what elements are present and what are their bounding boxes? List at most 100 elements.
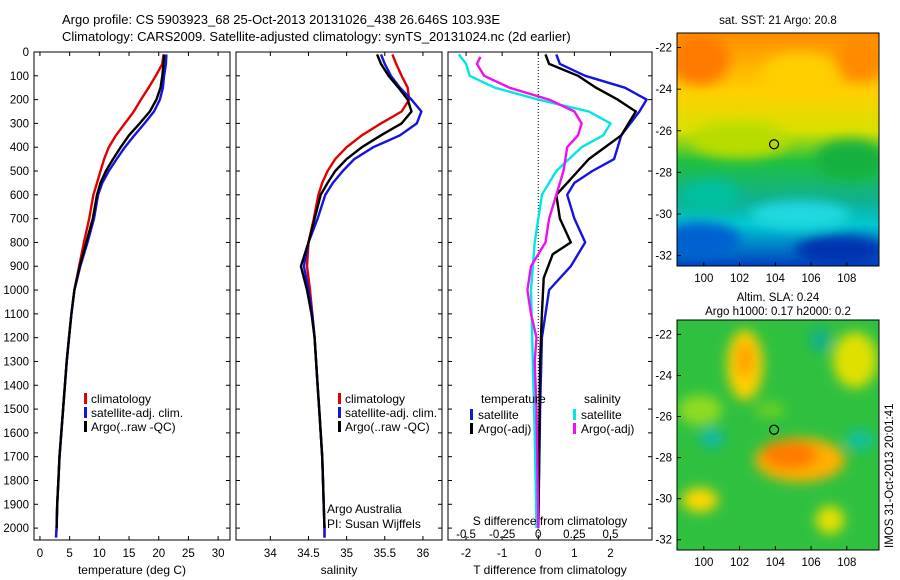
top-tick-label: 0.5	[602, 529, 618, 541]
x-tick-label: 108	[837, 273, 856, 285]
sla-map-image	[677, 320, 879, 550]
legend-swatch	[470, 423, 473, 434]
y-tick-label: 1600	[3, 428, 29, 440]
y-tick-label: -24	[655, 84, 672, 96]
y-tick-label: 800	[10, 237, 29, 249]
y-tick-label: -26	[655, 412, 672, 424]
legend-swatch	[573, 409, 576, 420]
x-tick-label: 34.5	[297, 548, 319, 560]
x-tick-label: -2	[461, 548, 471, 560]
x-tick-label: 35.5	[374, 548, 396, 560]
legend-label: satellite-adj. clim.	[345, 406, 437, 420]
series-line-satellite_s	[457, 53, 612, 529]
x-tick-label: 36	[417, 548, 430, 560]
x-tick-label: 106	[801, 273, 820, 285]
sla-map-title-line2: Argo h1000: 0.17 h2000: 0.2	[705, 306, 851, 318]
x-axis-label: salinity	[321, 563, 358, 577]
y-tick-label: 1000	[3, 285, 29, 297]
legend-label: satellite-adj. clim.	[91, 406, 183, 420]
difference-profile-frame	[447, 51, 653, 541]
x-tick-label: 35	[340, 548, 353, 560]
series-line-argo	[55, 54, 166, 529]
y-tick-label: 1100	[4, 309, 29, 321]
legend-header: temperature	[481, 392, 546, 406]
series-line-argo_s	[475, 56, 583, 529]
top-tick-label: 0	[535, 529, 541, 541]
sst-map-image	[677, 33, 879, 266]
legend-label: satellite	[581, 408, 622, 422]
x-tick-label: 15	[123, 548, 136, 560]
legend-swatch	[470, 409, 473, 420]
legend-swatch	[573, 423, 576, 434]
legend-swatch	[84, 421, 87, 432]
annotation-text: PI: Susan Wijffels	[327, 517, 421, 531]
figure-title-line2: Climatology: CARS2009. Satellite-adjuste…	[62, 29, 571, 44]
y-tick-label: -22	[655, 43, 672, 55]
x-tick-label: 104	[766, 557, 786, 569]
y-tick-label: 500	[10, 166, 29, 178]
legend-swatch	[84, 407, 87, 418]
y-tick-label: -26	[655, 126, 672, 138]
x-tick-label: 25	[182, 548, 195, 560]
legend-label: Argo(-adj)	[478, 422, 531, 436]
series-line-argo	[299, 53, 413, 529]
x-tick-label: 0	[535, 548, 541, 560]
temperature-profile-frame	[33, 51, 231, 541]
sla-map-title-line1: Altim. SLA: 0.24	[737, 292, 820, 304]
y-tick-label: -32	[655, 251, 672, 263]
y-tick-label: 0	[23, 47, 29, 59]
legend-label: climatology	[91, 392, 151, 406]
x-axis-label: T difference from climatology	[473, 563, 627, 577]
top-axis-label: S difference from climatology	[473, 514, 628, 528]
legend-label: Argo(-adj)	[581, 422, 634, 436]
legend-header: salinity	[584, 392, 621, 406]
legend-label: climatology	[345, 392, 405, 406]
legend-swatch	[84, 393, 87, 404]
y-tick-label: -32	[655, 535, 672, 547]
x-tick-label: 100	[694, 557, 713, 569]
y-tick-label: 200	[10, 95, 29, 107]
annotation-text: Argo Australia	[327, 502, 402, 516]
y-tick-label: 600	[10, 190, 29, 202]
y-tick-label: -28	[655, 453, 672, 465]
x-tick-label: 108	[837, 557, 856, 569]
x-tick-label: 1	[571, 548, 577, 560]
sla-map-panel: Altim. SLA: 0.24 Argo h1000: 0.17 h2000:…	[655, 292, 880, 569]
legend-swatch	[338, 393, 341, 404]
x-axis-label: temperature (deg C)	[78, 563, 186, 577]
series-line-satellite	[537, 53, 648, 529]
salinity-profile-frame	[235, 51, 443, 541]
figure-title-line1: Argo profile: CS 5903923_68 25-Oct-2013 …	[62, 12, 500, 27]
y-tick-label: 400	[10, 142, 29, 154]
y-tick-label: 1700	[3, 452, 29, 464]
legend-swatch	[338, 407, 341, 418]
x-tick-label: 10	[93, 548, 106, 560]
legend-swatch	[338, 421, 341, 432]
legend-label: Argo(..raw -QC)	[91, 420, 176, 434]
x-tick-label: 102	[730, 273, 749, 285]
salinity-panel: 34 34.5 35 35.5 36 salinity climatologysatelli…	[235, 51, 443, 577]
sst-map-panel: sat. SST: 21 Argo: 20.8 100 102 104 106 108 -…	[655, 15, 880, 285]
x-tick-label: 100	[694, 273, 713, 285]
y-tick-label: 1400	[3, 380, 29, 392]
top-tick-label: -0.25	[489, 529, 515, 541]
y-tick-label: 1300	[3, 356, 29, 368]
sst-map-title: sat. SST: 21 Argo: 20.8	[719, 15, 837, 27]
y-tick-label: 300	[10, 118, 29, 130]
legend-label: satellite	[478, 408, 519, 422]
y-tick-label: -30	[655, 209, 672, 221]
top-tick-label: -0.5	[456, 529, 476, 541]
y-tick-label: 100	[10, 71, 29, 83]
x-tick-label: 2	[607, 548, 613, 560]
y-tick-label: 1800	[3, 475, 29, 487]
y-tick-label: -28	[655, 167, 672, 179]
y-tick-label: 1500	[3, 404, 29, 416]
temperature-panel: 0 5 10 15 20 25 300100200300400500600700800900…	[3, 47, 231, 577]
y-tick-label: 1900	[3, 499, 29, 511]
x-tick-label: 106	[801, 557, 820, 569]
x-tick-label: -1	[497, 548, 507, 560]
legend-label: Argo(..raw -QC)	[345, 420, 430, 434]
y-tick-label: -24	[655, 370, 672, 382]
imos-credit: IMOS 31-Oct-2013 20:01:41	[884, 404, 896, 548]
x-tick-label: 34	[264, 548, 277, 560]
